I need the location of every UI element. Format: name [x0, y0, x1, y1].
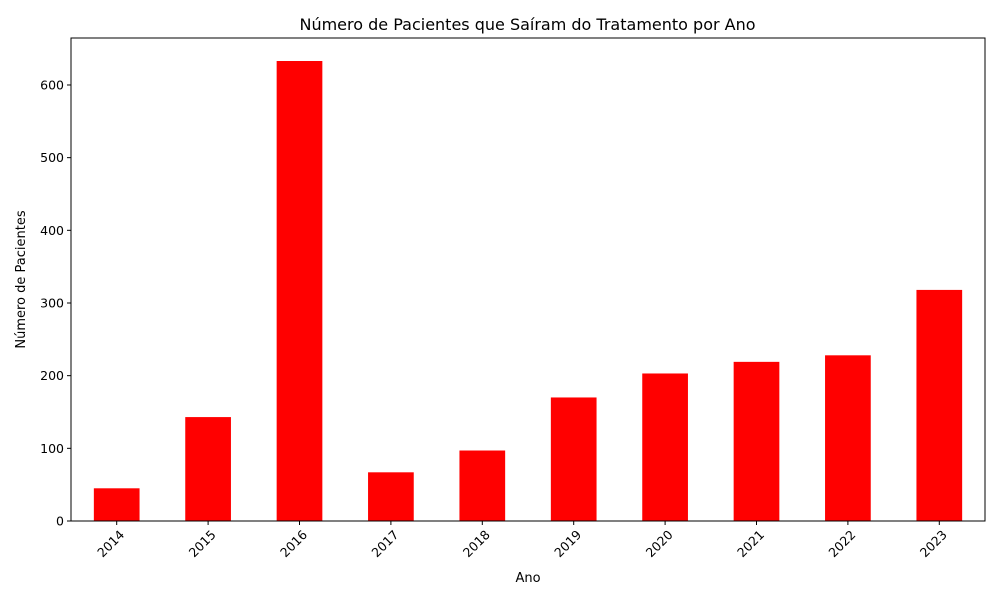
y-tick-label: 100	[40, 441, 64, 456]
bar-2020	[642, 373, 688, 521]
x-axis-ticks: 2014 2015 2016 2017 2018 2019 2020 2021 2022 2023	[94, 521, 950, 560]
chart-title: Número de Pacientes que Saíram do Tratam…	[299, 15, 755, 34]
bars-group	[93, 61, 963, 521]
x-tick-label: 2018	[460, 527, 493, 560]
x-tick-label: 2022	[825, 527, 858, 560]
y-tick-label: 0	[56, 514, 64, 529]
bar-2023	[916, 289, 963, 521]
x-axis-label: Ano	[515, 571, 540, 586]
x-tick-label: 2014	[94, 527, 127, 560]
y-tick-label: 200	[40, 368, 64, 383]
x-tick-label: 2020	[643, 527, 676, 560]
bar-2016	[276, 61, 323, 521]
y-axis-ticks: 0 100 200 300 400 500 600	[40, 77, 71, 529]
bar-2019	[550, 397, 597, 521]
y-tick-label: 400	[40, 223, 64, 238]
bar-2017	[368, 472, 414, 521]
bar-2018	[459, 450, 506, 521]
x-tick-label: 2016	[277, 527, 310, 560]
x-tick-label: 2019	[551, 527, 584, 560]
x-tick-label: 2017	[368, 527, 401, 560]
bar-2014	[93, 488, 140, 521]
x-tick-label: 2015	[186, 527, 219, 560]
y-tick-label: 500	[40, 150, 64, 165]
plot-frame	[70, 37, 986, 522]
y-tick-label: 600	[40, 77, 64, 92]
x-tick-label: 2021	[734, 527, 767, 560]
y-tick-label: 300	[40, 295, 64, 310]
bar-2015	[185, 417, 231, 521]
x-tick-label: 2023	[917, 527, 950, 560]
bar-2022	[825, 355, 871, 521]
y-axis-label: Número de Pacientes	[14, 210, 29, 348]
bar-2021	[733, 361, 780, 521]
